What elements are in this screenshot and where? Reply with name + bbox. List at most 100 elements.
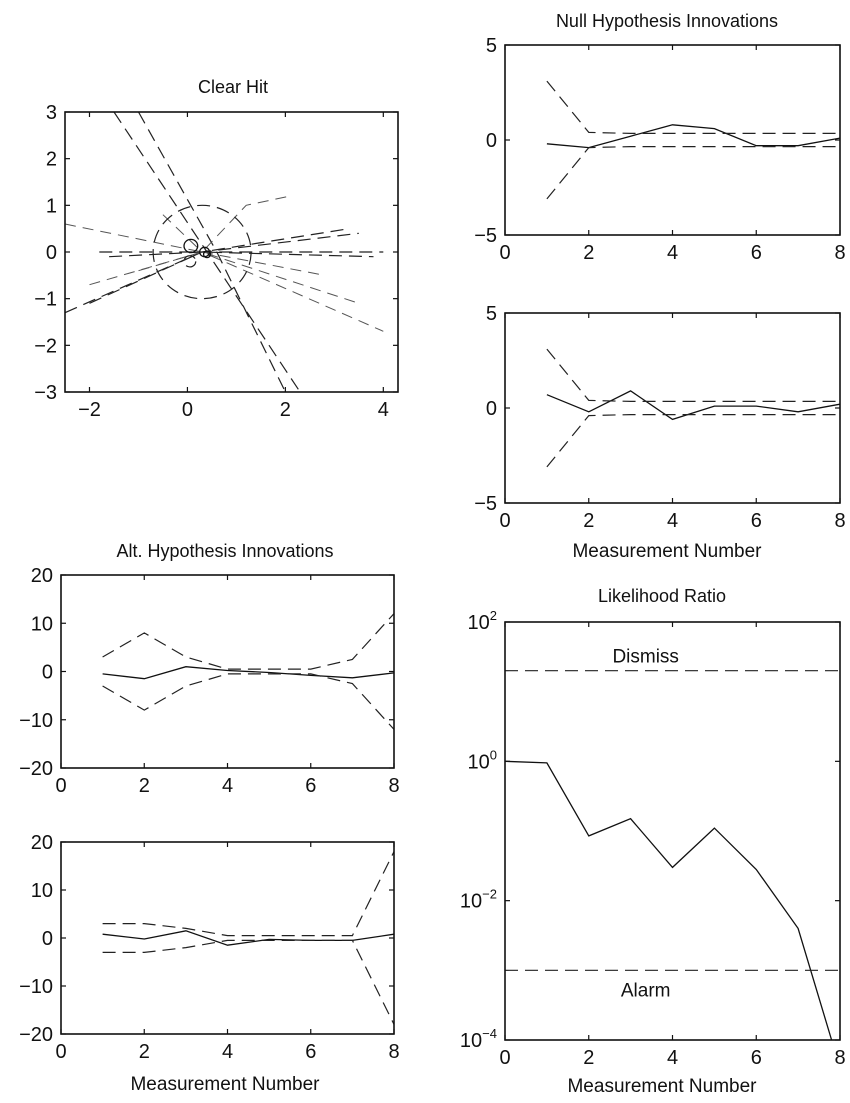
- clear-hit-xtick-label: −2: [78, 399, 101, 421]
- clear-hit-ytick-label: 2: [46, 149, 57, 171]
- null-hypothesis-top-xtick-label: 6: [751, 242, 762, 264]
- likelihood-ratio-xtick-label: 2: [583, 1047, 594, 1069]
- likelihood-ratio-xlabel: Measurement Number: [567, 1076, 757, 1097]
- clear-hit-series-10: [162, 214, 325, 276]
- clear-hit-ytick-label: −1: [34, 289, 57, 311]
- null-hypothesis-top-ytick-label: 5: [486, 35, 497, 57]
- likelihood-ratio-plot: Dismiss Alarm 0 2 4 6 8 102 100 10−2 10−4: [460, 608, 846, 1069]
- likelihood-ratio-marks: [505, 670, 840, 1040]
- alt-hypothesis-bottom-series-2: [102, 851, 394, 937]
- clear-hit-circle-4: [202, 250, 212, 259]
- null-hypothesis-title: Null Hypothesis Innovations: [556, 11, 778, 31]
- null-hypothesis-bottom-xtick-label: 8: [834, 510, 845, 532]
- alt-hypothesis-title: Alt. Hypothesis Innovations: [116, 541, 333, 561]
- alt-hypothesis-top-ytick-label: 0: [42, 662, 53, 684]
- likelihood-ratio-annotation-alarm: Alarm: [621, 980, 671, 1001]
- clear-hit-ytick-label: 0: [46, 242, 57, 264]
- clear-hit-series-9: [138, 251, 359, 304]
- alt-hypothesis-top-plot: 0 2 4 6 8 20 10 0 −10 −20: [19, 565, 400, 797]
- alt-hypothesis-panel: Alt. Hypothesis Innovations 0 2 4 6 820100−1…: [19, 541, 400, 1095]
- null-hypothesis-top-series-3: [546, 146, 840, 200]
- null-hypothesis-bottom-xtick-label: 4: [667, 510, 678, 532]
- clear-hit-series-3: [65, 228, 350, 314]
- likelihood-ratio-title: Likelihood Ratio: [598, 586, 726, 606]
- likelihood-ratio-xtick-label: 4: [667, 1047, 678, 1069]
- clear-hit-ytick-label: −2: [34, 335, 57, 357]
- alt-hypothesis-bottom-xtick-label: 0: [55, 1041, 66, 1063]
- alt-hypothesis-bottom-plot: 0 2 4 6 8 20 10 0 −10 −20: [19, 832, 400, 1063]
- null-hypothesis-top-frame: [504, 44, 841, 236]
- likelihood-ratio-ytick-label: 102: [468, 608, 497, 634]
- null-hypothesis-top-series-1: [546, 124, 840, 149]
- alt-hypothesis-top-xtick-label: 0: [55, 775, 66, 797]
- null-hypothesis-bottom-ytick-label: 5: [486, 303, 497, 325]
- null-hypothesis-top-xtick-label: 4: [667, 242, 678, 264]
- clear-hit-title: Clear Hit: [198, 77, 268, 97]
- null-hypothesis-top-marks: [546, 80, 840, 200]
- null-hypothesis-bottom-ytick-label: 0: [486, 398, 497, 420]
- clear-hit-xtick-label: 2: [280, 399, 291, 421]
- alt-hypothesis-top-ytick-label: −20: [19, 758, 53, 780]
- null-hypothesis-bottom-frame: [504, 312, 841, 504]
- null-hypothesis-bottom-xtick-label: 0: [499, 510, 510, 532]
- null-hypothesis-top-ytick-label: −5: [474, 225, 497, 247]
- alt-hypothesis-xlabel: Measurement Number: [130, 1074, 320, 1095]
- likelihood-ratio-series-1: [505, 760, 833, 1040]
- null-hypothesis-bottom-series-1: [546, 390, 840, 421]
- alt-hypothesis-bottom-xtick-label: 4: [222, 1041, 233, 1063]
- null-hypothesis-xlabel: Measurement Number: [572, 541, 762, 562]
- likelihood-ratio-xtick-label: 8: [834, 1047, 845, 1069]
- null-hypothesis-top-xtick-label: 8: [834, 242, 845, 264]
- clear-hit-xtick-label: 4: [378, 399, 389, 421]
- alt-hypothesis-top-xtick-label: 2: [139, 775, 150, 797]
- clear-hit-circle-5: [183, 255, 197, 268]
- null-hypothesis-bottom-xtick-label: 2: [583, 510, 594, 532]
- alt-hypothesis-bottom-ytick-label: 0: [42, 928, 53, 950]
- clear-hit-ytick-label: 1: [46, 195, 57, 217]
- null-hypothesis-bottom-xtick-label: 6: [751, 510, 762, 532]
- null-hypothesis-bottom-series-3: [546, 414, 840, 468]
- clear-hit-series-6: [109, 251, 374, 258]
- alt-hypothesis-top-ytick-label: 10: [31, 613, 53, 635]
- alt-hypothesis-bottom-series-3: [102, 939, 394, 1025]
- alt-hypothesis-bottom-ytick-label: 20: [31, 832, 53, 854]
- clear-hit-panel: Clear Hit −2 0 2 4 3 2 1 0 −1 −2 −3: [34, 77, 399, 421]
- clear-hit-circle-1: [152, 204, 252, 300]
- null-hypothesis-bottom-series-2: [546, 348, 840, 402]
- clear-hit-xtick-label: 0: [182, 399, 193, 421]
- null-hypothesis-top-xtick-label: 2: [583, 242, 594, 264]
- clear-hit-series-7: [65, 195, 291, 253]
- alt-hypothesis-bottom-ytick-label: 10: [31, 880, 53, 902]
- alt-hypothesis-top-ytick-label: −10: [19, 710, 53, 732]
- alt-hypothesis-top-xtick-label: 6: [305, 775, 316, 797]
- alt-hypothesis-top-xtick-label: 8: [388, 775, 399, 797]
- null-hypothesis-top-plot: 0 2 4 6 850−5: [474, 35, 845, 264]
- null-hypothesis-top-xtick-label: 0: [499, 242, 510, 264]
- alt-hypothesis-top-series-3: [102, 673, 394, 730]
- alt-hypothesis-top-series-2: [102, 613, 394, 670]
- alt-hypothesis-bottom-series-1: [102, 930, 394, 946]
- alt-hypothesis-bottom-marks: [102, 851, 394, 1025]
- null-hypothesis-bottom-marks: [546, 348, 840, 468]
- likelihood-ratio-panel: Likelihood Ratio Dismiss Alarm 0 2 4 6 8 102 100…: [460, 586, 846, 1097]
- alt-hypothesis-top-marks: [102, 613, 394, 730]
- likelihood-ratio-ytick-label: 10−2: [460, 887, 497, 913]
- clear-hit-circle-2: [183, 238, 199, 254]
- null-hypothesis-bottom-plot: 0 2 4 6 850−5: [474, 303, 845, 532]
- likelihood-ratio-ytick-label: 100: [468, 747, 497, 773]
- alt-hypothesis-bottom-frame: [60, 841, 395, 1035]
- alt-hypothesis-bottom-ytick-label: −10: [19, 976, 53, 998]
- likelihood-ratio-frame: [504, 621, 841, 1041]
- clear-hit-series-4: [89, 232, 359, 304]
- clear-hit-plot: −2 0 2 4 3 2 1 0 −1 −2 −3: [34, 102, 399, 421]
- alt-hypothesis-bottom-xtick-label: 2: [139, 1041, 150, 1063]
- alt-hypothesis-top-ytick-label: 20: [31, 565, 53, 587]
- null-hypothesis-top-series-2: [546, 80, 840, 134]
- likelihood-ratio-xtick-label: 6: [751, 1047, 762, 1069]
- alt-hypothesis-bottom-xtick-label: 8: [388, 1041, 399, 1063]
- alt-hypothesis-top-series-1: [102, 666, 394, 680]
- likelihood-ratio-xtick-label: 0: [499, 1047, 510, 1069]
- null-hypothesis-bottom-ytick-label: −5: [474, 493, 497, 515]
